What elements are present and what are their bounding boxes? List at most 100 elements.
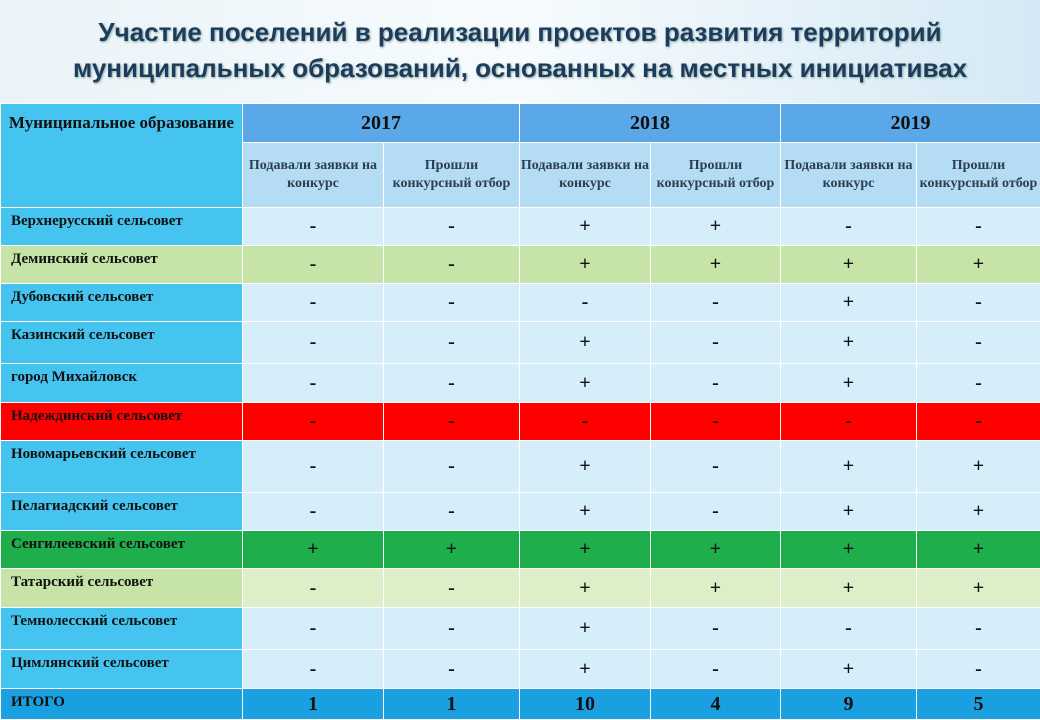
cell: + (519, 492, 651, 531)
total-row: ИТОГО 1 1 10 4 9 5 (0, 688, 1040, 720)
cell: - (916, 207, 1040, 246)
total-cell: 1 (383, 688, 520, 720)
table-row: Темнолесский сельсовет - - + - - - (0, 607, 1040, 650)
table-row: Пелагиадский сельсовет - - + - + + (0, 492, 1040, 531)
table-row: Дубовский сельсовет - - - - + - (0, 283, 1040, 322)
cell: + (650, 530, 781, 569)
subheader: Прошли конкурсный отбор (650, 142, 781, 208)
cell: - (780, 607, 917, 650)
cell: + (916, 568, 1040, 608)
cell: - (383, 402, 520, 441)
total-cell: 9 (780, 688, 917, 720)
cell: - (519, 283, 651, 322)
cell: + (519, 321, 651, 364)
cell: + (242, 530, 384, 569)
cell: - (916, 402, 1040, 441)
subheader: Подавали заявки на конкурс (780, 142, 917, 208)
cell: - (650, 649, 781, 689)
cell: + (650, 568, 781, 608)
cell: + (519, 363, 651, 403)
total-cell: 4 (650, 688, 781, 720)
cell: - (383, 649, 520, 689)
row-name: Казинский сельсовет (0, 321, 243, 364)
cell: + (519, 607, 651, 650)
subheader: Прошли конкурсный отбор (383, 142, 520, 208)
cell: + (519, 207, 651, 246)
row-name: Верхнерусский сельсовет (0, 207, 243, 246)
table-row: Верхнерусский сельсовет - - + + - - (0, 207, 1040, 246)
table-row: Казинский сельсовет - - + - + - (0, 321, 1040, 364)
corner-header: Муниципальное образование (0, 103, 243, 208)
table-row: Новомарьевский сельсовет - - + - + + (0, 440, 1040, 493)
table-row: Деминский сельсовет - - + + + + (0, 245, 1040, 284)
table-row: Цимлянский сельсовет - - + - + - (0, 649, 1040, 689)
row-name: Надеждинский сельсовет (0, 402, 243, 441)
cell: - (242, 402, 384, 441)
cell: + (519, 440, 651, 493)
cell: + (916, 440, 1040, 493)
cell: - (650, 363, 781, 403)
cell: + (519, 530, 651, 569)
cell: + (650, 245, 781, 284)
cell: + (916, 245, 1040, 284)
cell: + (780, 321, 917, 364)
total-cell: 5 (916, 688, 1040, 720)
cell: - (242, 207, 384, 246)
cell: - (383, 568, 520, 608)
subheader: Прошли конкурсный отбор (916, 142, 1040, 208)
cell: - (916, 607, 1040, 650)
cell: - (383, 207, 520, 246)
cell: - (383, 440, 520, 493)
cell: - (650, 283, 781, 322)
cell: + (780, 283, 917, 322)
cell: + (780, 363, 917, 403)
cell: - (383, 607, 520, 650)
cell: - (916, 283, 1040, 322)
cell: + (780, 492, 917, 531)
cell: - (242, 649, 384, 689)
row-name: город Михайловск (0, 363, 243, 403)
cell: - (650, 440, 781, 493)
cell: - (650, 321, 781, 364)
row-name: Дубовский сельсовет (0, 283, 243, 322)
cell: - (780, 207, 917, 246)
cell: + (519, 245, 651, 284)
cell: - (242, 440, 384, 493)
cell: - (242, 568, 384, 608)
cell: - (242, 283, 384, 322)
row-name: Цимлянский сельсовет (0, 649, 243, 689)
cell: + (780, 245, 917, 284)
cell: + (519, 649, 651, 689)
title-line: муниципальных образований, основанных на… (72, 53, 968, 83)
cell: - (916, 649, 1040, 689)
cell: + (780, 568, 917, 608)
subheader: Подавали заявки на конкурс (519, 142, 651, 208)
cell: - (383, 363, 520, 403)
cell: - (242, 363, 384, 403)
cell: - (383, 492, 520, 531)
cell: - (519, 402, 651, 441)
header-row: Муниципальное образование 2017 2018 2019 (0, 103, 1040, 208)
title-line: Участие поселений в реализации проектов … (98, 17, 942, 47)
table-row: Сенгилеевский сельсовет + + + + + + (0, 530, 1040, 569)
cell: + (650, 207, 781, 246)
total-cell: 10 (519, 688, 651, 720)
row-name: Новомарьевский сельсовет (0, 440, 243, 493)
table-row: город Михайловск - - + - + - (0, 363, 1040, 403)
year-header: 2019 (780, 103, 1040, 143)
cell: + (780, 649, 917, 689)
cell: - (242, 607, 384, 650)
subheader: Подавали заявки на конкурс (242, 142, 384, 208)
cell: - (242, 321, 384, 364)
cell: + (780, 440, 917, 493)
total-label: ИТОГО (0, 688, 243, 720)
subheader-row: Подавали заявки на конкурс Прошли конкурс… (1, 142, 1040, 208)
cell: + (383, 530, 520, 569)
table-row: Татарский сельсовет - - + + + + (0, 568, 1040, 608)
table: Муниципальное образование 2017 2018 2019 Под… (0, 103, 1040, 720)
cell: + (519, 568, 651, 608)
cell: - (650, 607, 781, 650)
cell: + (916, 530, 1040, 569)
row-name: Темнолесский сельсовет (0, 607, 243, 650)
year-header: 2017 (242, 103, 520, 143)
